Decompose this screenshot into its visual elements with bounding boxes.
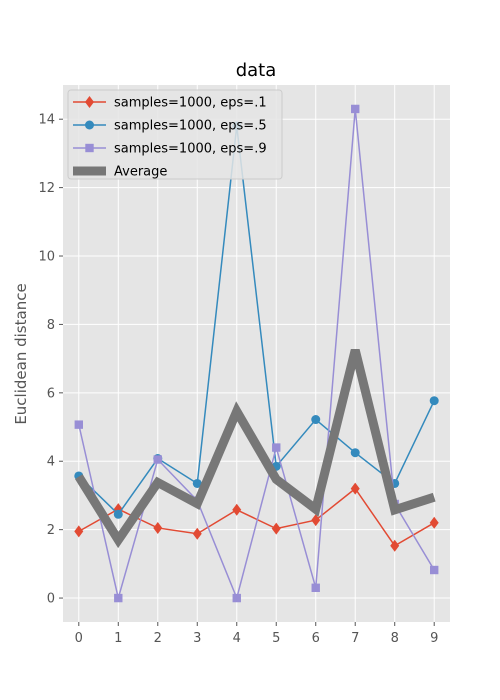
y-tick-label: 2	[47, 523, 55, 538]
legend-marker	[85, 120, 94, 130]
data-point	[351, 104, 360, 114]
x-tick-label: 6	[312, 631, 320, 646]
x-tick-labels: 0 1 2 3 4 5 6 7 8 9	[75, 622, 438, 646]
legend-label: samples=1000, eps=.9	[114, 142, 267, 157]
legend: samples=1000, eps=.1 samples=1000, eps=.5…	[67, 89, 283, 180]
x-tick-label: 1	[114, 631, 122, 646]
legend-frame	[67, 89, 283, 180]
data-point	[232, 593, 241, 603]
data-point	[350, 482, 360, 495]
y-tick-label: 10	[38, 250, 55, 265]
y-tick-label: 6	[47, 386, 55, 401]
series-line	[78, 125, 435, 516]
data-point	[153, 521, 163, 534]
y-tick-label: 0	[47, 592, 55, 607]
x-tick-label: 7	[351, 631, 359, 646]
data-point	[429, 516, 439, 529]
data-point	[271, 522, 281, 535]
x-tick-label: 4	[233, 631, 241, 646]
data-point	[350, 448, 360, 458]
legend-entry: Average	[73, 165, 167, 180]
data-point	[74, 420, 83, 429]
legend-marker	[85, 143, 94, 153]
data-point	[153, 455, 162, 464]
data-point	[192, 527, 202, 540]
legend-entry: samples=1000, eps=.5	[73, 119, 267, 134]
data-point	[113, 509, 123, 519]
y-tick-label: 14	[38, 113, 55, 128]
y-tick-label: 12	[38, 181, 55, 196]
y-axis-label: Euclidean distance	[12, 283, 30, 424]
legend-entry: samples=1000, eps=.1	[73, 96, 267, 111]
legend-label: samples=1000, eps=.5	[114, 119, 267, 134]
data-point	[311, 514, 321, 527]
series-line	[78, 108, 435, 601]
data-point	[192, 478, 202, 488]
data-point	[114, 593, 123, 603]
x-tick-label: 5	[272, 631, 280, 646]
legend-label: Average	[114, 165, 167, 180]
legend-label: samples=1000, eps=.1	[114, 96, 267, 111]
x-tick-label: 0	[75, 631, 83, 646]
y-tick-label: 8	[47, 318, 55, 333]
data-point	[232, 503, 242, 516]
series-group	[74, 104, 439, 603]
y-tick-labels: 0 2 4 6 8 10 12 14	[38, 113, 63, 607]
series-3	[74, 348, 436, 549]
data-point	[311, 583, 320, 592]
x-tick-label: 8	[391, 631, 399, 646]
data-point	[74, 525, 84, 538]
chart-title: data	[236, 60, 277, 81]
average-line	[74, 348, 436, 549]
data-point	[390, 539, 400, 552]
data-point	[272, 443, 281, 452]
data-point	[430, 565, 439, 575]
x-tick-label: 3	[193, 631, 201, 646]
x-tick-label: 9	[430, 631, 438, 646]
x-tick-label: 2	[154, 631, 162, 646]
data-point	[311, 415, 321, 425]
legend-entry: samples=1000, eps=.9	[73, 142, 267, 157]
legend-marker	[85, 96, 94, 108]
data-point	[429, 396, 439, 406]
y-tick-label: 4	[47, 455, 55, 470]
